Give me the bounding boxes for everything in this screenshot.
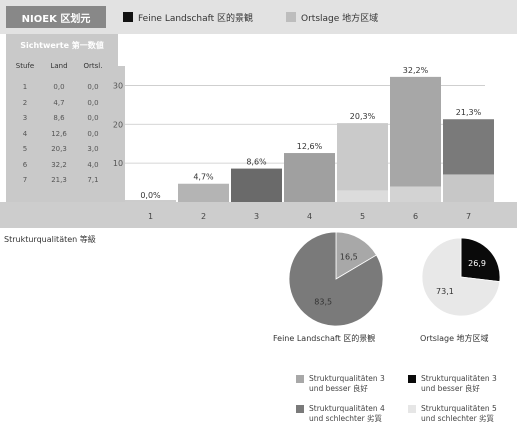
x-tick-label: 1 — [148, 212, 153, 221]
data-label: 20,3% — [350, 112, 376, 121]
x-tick-label: 6 — [413, 212, 418, 221]
data-label: 12,6% — [297, 142, 323, 151]
bar-5 — [337, 123, 388, 202]
x-tick-label: 7 — [466, 212, 471, 221]
pie-value-label: 26,9 — [468, 259, 486, 268]
x-tick-label: 4 — [307, 212, 312, 221]
table-cell: 1 — [22, 83, 28, 91]
pie-charts: 16,5 83,5 26,9 73,1 — [288, 231, 501, 327]
overlay-bar-5 — [337, 190, 388, 202]
table-header-landscape: Land — [50, 62, 68, 70]
pie-legend-swatch — [296, 375, 304, 383]
legend-label: Feine Landschaft 区的景観 — [138, 13, 254, 24]
table-cell: 32,2 — [51, 160, 67, 169]
legend-item-landscape: Feine Landschaft 区的景観 — [123, 10, 253, 24]
x-tick-label: 3 — [254, 212, 259, 221]
pie-legend-item: Strukturqualitäten 5 und schlechter 劣質 — [408, 404, 497, 424]
data-table — [6, 34, 118, 202]
legend-swatch — [123, 12, 133, 22]
overlay-bar-6 — [390, 186, 441, 202]
data-label: 32,2% — [403, 66, 429, 75]
table-cell: 6 — [22, 160, 28, 169]
y-axis-strip — [111, 66, 125, 204]
y-ticks: 10 20 30 — [113, 81, 123, 168]
pie-legend-swatch — [408, 405, 416, 413]
table-cell: 3 — [22, 114, 28, 122]
data-label: 21,3% — [456, 108, 482, 117]
pie-legend-label: Strukturqualitäten 5 und schlechter 劣質 — [421, 404, 497, 423]
pie-legend-swatch — [408, 375, 416, 383]
table-cell: 5 — [22, 145, 28, 153]
pie-legend-item: Strukturqualitäten 3 und besser 良好 — [296, 374, 385, 394]
pie-value-label: 16,5 — [340, 253, 358, 262]
table-cell: 21,3 — [51, 176, 67, 184]
table-cell: 0,0 — [87, 114, 99, 122]
bar-2 — [178, 183, 229, 202]
x-axis-band — [0, 202, 517, 228]
data-label: 8,6% — [246, 158, 267, 167]
x-tick-label: 2 — [201, 212, 206, 221]
data-label: 0,0% — [140, 191, 161, 200]
table-cell: 0,0 — [87, 129, 99, 138]
table-cell: 7,1 — [87, 176, 99, 184]
pie-legend-label: Strukturqualitäten 4 und schlechter 劣質 — [309, 404, 385, 423]
pie-slice — [421, 237, 501, 317]
data-label: 4,7% — [193, 173, 214, 182]
pie-slice — [460, 237, 501, 283]
y-tick-label: 20 — [113, 120, 123, 129]
legend-item-settlement: Ortslage 地方区域 — [286, 10, 378, 24]
table-cell: 12,6 — [51, 129, 67, 138]
table-cell: 0,0 — [87, 98, 99, 107]
table-cell: 8,6 — [53, 114, 65, 122]
overlay-bar-7 — [443, 174, 494, 202]
y-tick-label: 30 — [113, 81, 123, 90]
pie-slice — [335, 231, 378, 280]
pie-legend-label: Strukturqualitäten 3 und besser 良好 — [309, 374, 385, 393]
table-header-stage: Stufe — [15, 62, 35, 70]
pie-value-label: 83,5 — [314, 297, 332, 306]
table-cell: 4 — [22, 129, 28, 138]
pie-slice — [288, 231, 384, 327]
pie-heading: Strukturqualitäten 等級 — [4, 235, 96, 244]
bar-3 — [231, 168, 282, 202]
y-tick-label: 10 — [113, 159, 123, 168]
pie-legend-label: Strukturqualitäten 3 und besser 良好 — [421, 374, 497, 393]
bars: 0,0% 4,7% 8,6% 12,6% 20,3% 32,2% 21,3% — [125, 66, 494, 202]
pie-value-label: 73,1 — [436, 287, 454, 296]
pie-legend-item: Strukturqualitäten 4 und schlechter 劣質 — [296, 404, 385, 424]
table-cell: 0,0 — [53, 83, 65, 91]
table-subtitle: Sichtwerte 第一数値 — [20, 41, 104, 50]
table-cell: 20,3 — [51, 145, 67, 153]
pies: 16,5 83,5 26,9 73,1 — [288, 231, 501, 327]
table-cell: 0,0 — [87, 83, 99, 91]
table-cell: 7 — [22, 176, 28, 184]
table-cell: 2 — [22, 98, 28, 107]
x-tick-labels: 1 2 3 4 5 6 7 — [148, 212, 471, 221]
chart-title: NIOEK 区划元 — [6, 6, 106, 28]
pie-label-settlement: Ortslage 地方区域 — [420, 334, 489, 343]
pie-label-landscape: Feine Landschaft 区的景観 — [273, 334, 376, 343]
bar-6 — [390, 76, 441, 202]
bar-4 — [284, 153, 335, 202]
blank-box — [148, 232, 175, 260]
x-tick-label: 5 — [360, 212, 365, 221]
pie-legend-swatch — [296, 405, 304, 413]
legend-label: Ortslage 地方区域 — [301, 13, 379, 24]
table-header-settlement: Ortsl. — [83, 62, 103, 70]
table-cell: 4,0 — [87, 160, 99, 169]
legend-swatch — [286, 12, 296, 22]
pie-legend-item: Strukturqualitäten 3 und besser 良好 — [408, 374, 497, 394]
table-cell: 4,7 — [53, 98, 65, 107]
table-cell: 3,0 — [87, 145, 99, 153]
